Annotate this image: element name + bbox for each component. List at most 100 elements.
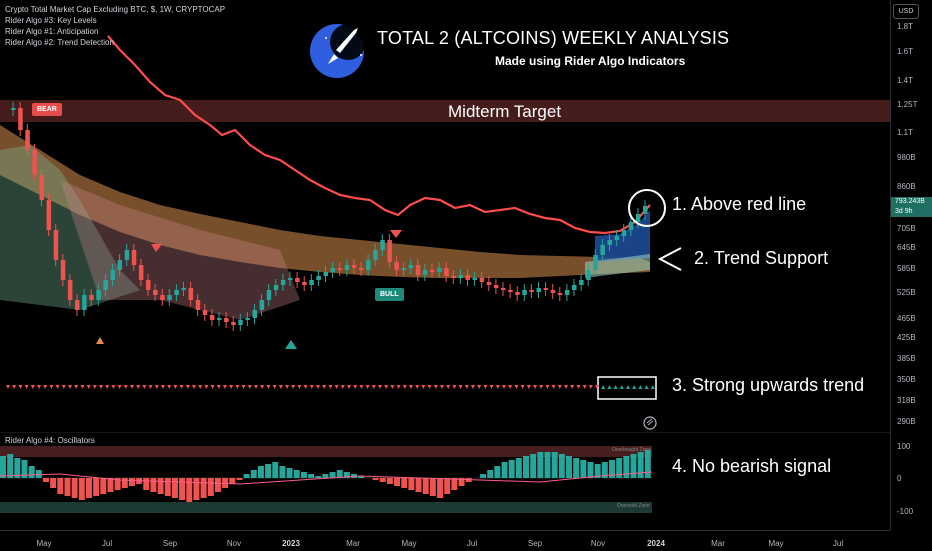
signal-down-triangle: [198, 385, 203, 389]
oscillator-bar: [14, 458, 21, 478]
oscillator-bar: [243, 474, 250, 478]
page-title: TOTAL 2 (ALTCOINS) WEEKLY ANALYSIS: [377, 28, 730, 48]
signal-down-triangle: [123, 385, 128, 389]
time-label: Jul: [832, 539, 844, 548]
signal-down-triangle: [316, 385, 320, 389]
candle: [231, 322, 236, 325]
green-cloud: [0, 145, 140, 310]
signal-down-triangle: [378, 385, 382, 389]
candle: [415, 265, 421, 275]
oscillator-bar: [78, 478, 85, 500]
time-label: Nov: [226, 539, 242, 548]
candle: [181, 288, 186, 290]
oscillator-bar: [422, 478, 429, 494]
oscillator-legend[interactable]: Rider Algo #4: Oscillators: [5, 436, 95, 445]
candle: [465, 275, 470, 280]
time-label: Mar: [346, 539, 360, 548]
signal-down-triangle: [43, 385, 48, 389]
candle: [472, 278, 478, 280]
candle: [543, 288, 549, 290]
signal-down-triangle: [595, 385, 599, 389]
signal-down-triangle: [117, 385, 122, 389]
candle: [96, 290, 101, 300]
candle: [479, 278, 485, 282]
oscillator-bar: [164, 478, 171, 496]
time-axis[interactable]: May Jul Sep Nov 2023 Mar May Jul Sep Nov…: [0, 530, 890, 551]
signal-down-triangle: [464, 385, 469, 389]
signal-down-triangle: [564, 385, 568, 389]
signal-down-triangle: [291, 385, 296, 389]
oscillator-bar: [372, 478, 379, 480]
price-tick: 350B: [897, 375, 916, 384]
oscillator-bar: [57, 478, 64, 494]
oscillator-chart[interactable]: [0, 432, 890, 530]
signal-down-triangle: [297, 385, 302, 389]
candle: [25, 130, 30, 150]
currency-button[interactable]: USD: [893, 4, 919, 19]
signal-down-triangle: [74, 385, 79, 389]
oscillator-bar: [42, 478, 49, 482]
algo1-legend[interactable]: Rider Algo #1: Anticipation: [5, 27, 99, 36]
signal-down-triangle: [24, 385, 29, 389]
price-tick: 1.4T: [897, 76, 914, 85]
signal-down-triangle: [489, 385, 494, 389]
oscillator-bar: [171, 478, 178, 498]
signal-down-triangle: [235, 385, 240, 389]
candle: [337, 268, 343, 270]
current-price: 793.243B: [895, 198, 925, 205]
candle: [273, 285, 279, 290]
oscillator-bar: [329, 472, 336, 478]
signal-down-triangle: [148, 385, 153, 389]
signal-down-triangle: [216, 385, 221, 389]
signal-down-triangle: [6, 385, 10, 389]
candle: [266, 290, 272, 300]
candle: [628, 222, 634, 230]
price-tick: 1.6T: [897, 47, 914, 56]
signal-down-triangle: [192, 385, 196, 389]
oscillator-bar: [394, 478, 401, 486]
signal-down-triangle: [533, 385, 537, 389]
oscillator-bar: [501, 462, 508, 478]
price-axis[interactable]: USD 1.8T 1.6T 1.4T 1.25T 1.1T 980B 860B …: [890, 0, 932, 530]
trend-box: [597, 376, 657, 400]
signal-down-triangle: [570, 385, 575, 389]
signal-down-triangle: [353, 385, 358, 389]
candle: [486, 282, 492, 285]
candle: [146, 280, 151, 290]
algo2-legend[interactable]: Rider Algo #2: Trend Detection: [5, 38, 114, 47]
signal-down-triangle: [433, 385, 438, 389]
signal-down-triangle: [266, 385, 271, 389]
oscillator-bar: [623, 456, 630, 478]
candle: [53, 230, 59, 260]
oscillator-bar: [408, 478, 415, 490]
algo3-legend[interactable]: Rider Algo #3: Key Levels: [5, 16, 97, 25]
price-chart[interactable]: [0, 0, 890, 430]
candle: [643, 206, 648, 214]
midterm-target-label: Midterm Target: [448, 102, 562, 121]
oscillator-bar: [64, 478, 71, 496]
candle: [515, 292, 520, 295]
candle: [635, 214, 641, 222]
bull-badge: BULL: [375, 288, 404, 301]
candle: [60, 260, 66, 280]
candle: [259, 300, 265, 310]
oscillator-bar: [451, 478, 458, 490]
candle: [39, 175, 44, 200]
signal-down-triangle: [328, 385, 333, 389]
replay-icon: [643, 416, 657, 430]
signal-down-triangle: [539, 385, 544, 389]
candle: [373, 250, 378, 260]
oscillator-bar: [508, 460, 515, 478]
candle: [316, 276, 321, 280]
price-tick: 290B: [897, 417, 916, 426]
signal-row: [6, 385, 655, 389]
bear-marker: [390, 230, 402, 238]
oscillator-bar: [386, 478, 393, 484]
signal-down-triangle: [80, 385, 85, 389]
signal-down-triangle: [12, 385, 17, 389]
candle: [124, 250, 130, 260]
candle: [295, 278, 300, 282]
symbol-legend[interactable]: Crypto Total Market Cap Excluding BTC, $…: [5, 5, 226, 14]
signal-down-triangle: [99, 385, 103, 389]
candle: [11, 108, 16, 110]
